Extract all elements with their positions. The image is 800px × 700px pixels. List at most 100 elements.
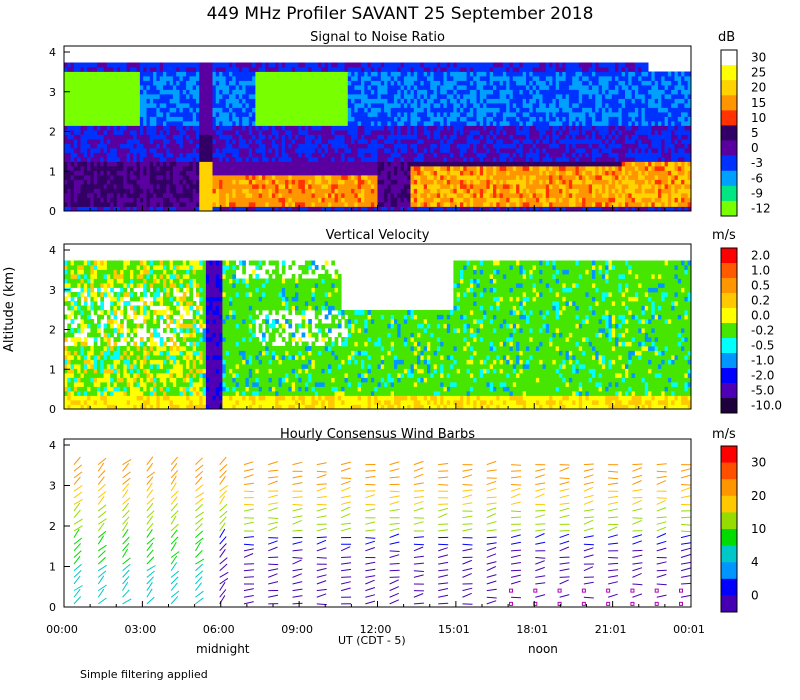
heat-cell <box>519 121 524 126</box>
heat-cell <box>179 125 184 131</box>
heat-cell <box>80 175 85 180</box>
heat-cell <box>262 166 266 171</box>
heat-cell <box>149 85 154 90</box>
heat-cell <box>463 161 467 167</box>
heat-cell <box>559 62 563 68</box>
heat-cell <box>242 197 246 203</box>
heat-cell <box>479 80 484 86</box>
heat-cell <box>166 184 170 189</box>
heat-cell <box>331 179 335 185</box>
heat-cell <box>410 143 415 149</box>
heat-cell <box>367 206 372 212</box>
heat-cell <box>153 166 157 171</box>
heat-cell <box>73 148 78 153</box>
heat-cell <box>166 197 170 203</box>
heat-cell <box>106 67 111 72</box>
heat-cell <box>535 197 540 203</box>
heat-cell <box>403 161 408 167</box>
heat-cell <box>83 143 88 149</box>
heat-cell <box>255 130 260 135</box>
heat-cell <box>106 179 111 185</box>
heat-cell <box>357 202 362 207</box>
heat-cell <box>116 107 121 113</box>
heat-cell <box>232 161 236 167</box>
heat-cell <box>380 67 385 72</box>
heat-cell <box>440 139 444 144</box>
heat-cell <box>120 80 124 86</box>
heat-cell <box>506 152 510 158</box>
heat-cell <box>311 170 316 176</box>
heat-cell <box>529 143 533 149</box>
heat-cell <box>427 80 431 86</box>
heat-cell <box>205 202 210 207</box>
heat-cell <box>209 139 213 144</box>
heat-cell <box>440 166 444 171</box>
heat-cell <box>130 184 134 189</box>
heat-cell <box>370 157 375 162</box>
heat-cell <box>522 103 527 108</box>
heat-cell <box>291 143 296 149</box>
heat-cell <box>351 71 355 77</box>
heat-cell <box>116 175 121 180</box>
heat-cell <box>271 157 276 162</box>
heat-cell <box>229 134 233 140</box>
heat-cell <box>377 161 382 167</box>
heat-cell <box>149 143 154 149</box>
heat-cell <box>156 116 161 122</box>
heat-cell <box>232 184 236 189</box>
heat-cell <box>73 188 78 194</box>
heat-cell <box>93 206 98 212</box>
heat-cell <box>139 116 144 122</box>
heat-cell <box>410 139 415 144</box>
heat-cell <box>238 85 243 90</box>
heat-cell <box>423 125 428 131</box>
heat-cell <box>120 161 124 167</box>
heat-cell <box>100 71 104 77</box>
heat-cell <box>476 193 481 198</box>
heat-cell <box>252 166 256 171</box>
heat-cell <box>344 98 349 104</box>
heat-cell <box>463 184 467 189</box>
heat-cell <box>172 152 177 158</box>
heat-cell <box>440 179 444 185</box>
heat-cell <box>73 85 78 90</box>
heat-cell <box>238 130 243 135</box>
heat-cell <box>324 175 329 180</box>
heat-cell <box>542 76 547 81</box>
heat-cell <box>337 121 342 126</box>
heat-cell <box>463 152 467 158</box>
heat-cell <box>529 184 533 189</box>
heat-cell <box>318 112 322 117</box>
heat-cell <box>486 71 491 77</box>
heat-cell <box>331 148 335 153</box>
heat-cell <box>413 98 418 104</box>
heat-cell <box>146 107 151 113</box>
heat-cell <box>242 184 246 189</box>
heat-cell <box>334 85 339 90</box>
heat-cell <box>446 94 451 99</box>
heat-cell <box>262 98 266 104</box>
heat-cell <box>281 85 286 90</box>
heat-cell <box>311 71 316 77</box>
heat-cell <box>552 170 557 176</box>
heat-cell <box>235 152 240 158</box>
heat-cell <box>275 166 279 171</box>
heat-cell <box>370 148 375 153</box>
heat-cell <box>285 112 289 117</box>
heat-cell <box>384 116 388 122</box>
heat-cell <box>450 112 454 117</box>
heat-cell <box>423 71 428 77</box>
heat-cell <box>318 134 322 140</box>
heat-cell <box>423 89 428 95</box>
heat-cell <box>314 121 319 126</box>
heat-cell <box>182 94 187 99</box>
heat-cell <box>169 121 174 126</box>
heat-cell <box>420 166 425 171</box>
heat-cell <box>559 89 563 95</box>
heat-cell <box>77 134 81 140</box>
heat-cell <box>522 161 527 167</box>
heat-cell <box>403 152 408 158</box>
heat-cell <box>413 193 418 198</box>
heat-cell <box>163 175 167 180</box>
heat-cell <box>301 188 306 194</box>
